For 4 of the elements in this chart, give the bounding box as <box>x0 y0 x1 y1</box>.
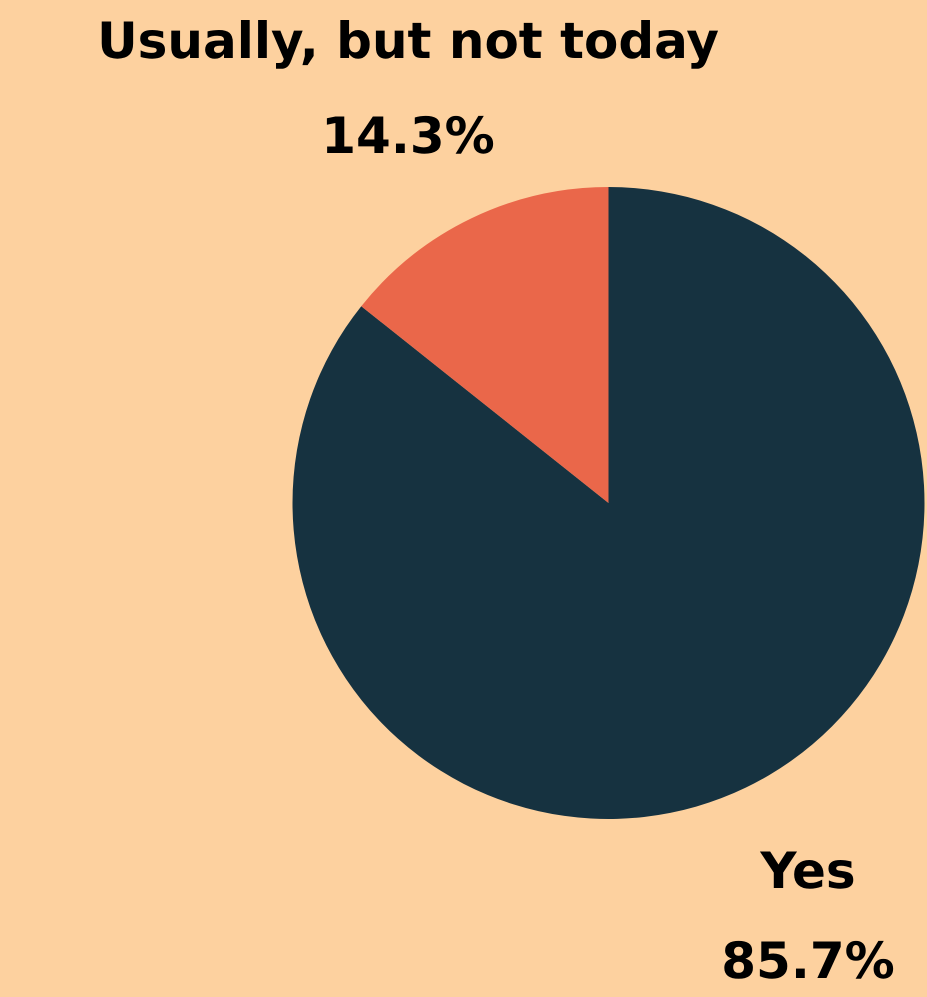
slice-label: Usually, but not today <box>97 12 719 70</box>
data-label: 85.7% <box>721 932 895 990</box>
slice-label: Yes <box>759 842 856 900</box>
data-label: 14.3% <box>321 106 495 165</box>
